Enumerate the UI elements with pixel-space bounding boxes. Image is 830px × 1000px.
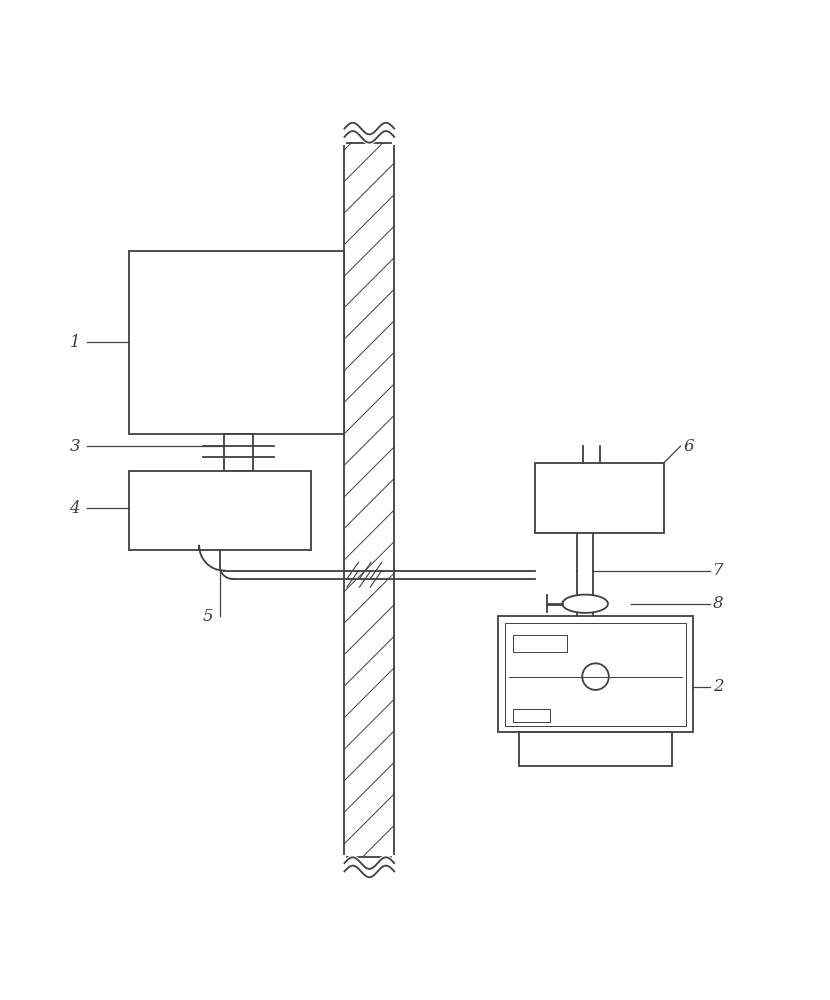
Bar — [519, 732, 672, 766]
Bar — [224, 434, 253, 471]
Bar — [535, 463, 664, 533]
Ellipse shape — [563, 595, 608, 613]
Text: 5: 5 — [203, 608, 212, 625]
Text: 7: 7 — [713, 562, 723, 579]
Bar — [505, 623, 686, 726]
Bar — [513, 635, 567, 652]
Text: 4: 4 — [70, 500, 80, 517]
Bar — [129, 251, 344, 434]
Bar — [344, 143, 394, 857]
Text: 1: 1 — [70, 334, 80, 351]
Text: 2: 2 — [713, 678, 723, 695]
Text: 8: 8 — [713, 595, 723, 612]
Bar — [513, 709, 550, 722]
Bar — [129, 471, 311, 550]
Bar — [498, 616, 693, 732]
Text: 6: 6 — [684, 438, 694, 455]
Text: 3: 3 — [70, 438, 80, 455]
